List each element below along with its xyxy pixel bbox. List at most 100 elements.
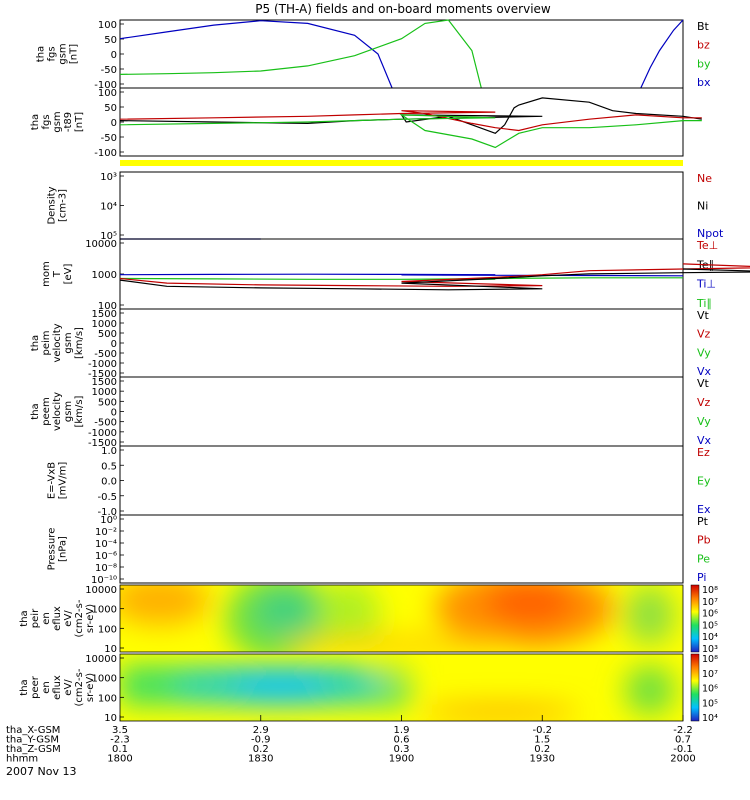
y-tick-label: -1500 [88, 438, 117, 449]
colorbar-tick-label: 10⁴ [702, 713, 718, 724]
colorbar-tick-label: 10⁵ [702, 698, 718, 709]
legend-entry: Vx [697, 434, 712, 447]
electron-colorbar [690, 653, 700, 722]
colorbar-tick-label: 10⁴ [702, 632, 718, 643]
y-axis-label: tha [30, 114, 41, 130]
y-tick-label: 1500 [92, 377, 117, 388]
y-tick-label: 10⁻⁸ [95, 563, 117, 574]
panel-frame [119, 376, 684, 447]
series-line-bx [119, 20, 393, 89]
colorbar-tick-label: 10³ [702, 644, 718, 655]
legend-entry: Ni [697, 200, 708, 213]
legend-entry: Vy [697, 346, 711, 359]
y-axis-label: tha [36, 46, 47, 62]
legend-entry: Ez [697, 446, 710, 459]
series-line-Ti⊥ [119, 273, 684, 277]
y-axis-label: en [41, 612, 52, 625]
y-axis-label: fgs [47, 46, 58, 61]
y-tick-label: 100 [98, 20, 117, 31]
y-tick-label: 100 [98, 624, 117, 635]
y-axis-label: [eV] [63, 264, 74, 285]
y-axis-label: [nT] [74, 112, 85, 132]
y-tick-label: 500 [98, 329, 117, 340]
y-tick-label: 1000 [92, 270, 117, 281]
y-tick-label: 0.0 [101, 477, 117, 488]
y-tick-label: 500 [98, 397, 117, 408]
panel-fgs-gsm: 100 50 0 -50 -100 tha fgs gsm [nT] Bt bz by bx [36, 19, 711, 91]
y-tick-label: 50 [104, 35, 117, 46]
legend-entry: by [697, 57, 711, 70]
colorbar-tick-label: 10⁷ [702, 669, 718, 680]
y-tick-label: 0 [111, 118, 117, 129]
y-axis-label: eV/ [63, 610, 74, 627]
panel-peir-energy-flux: 10000 1000 100 10 tha peir en eflux eV/(cm2-s-sr… [19, 584, 718, 655]
y-axis-label: (cm2-s- [74, 599, 85, 637]
y-tick-label: 100 [98, 301, 117, 312]
y-axis-label: fgs [41, 114, 52, 129]
ephemeris-value: 1830 [248, 754, 273, 765]
y-tick-label: -1000 [88, 359, 117, 370]
plot-title: P5 (TH-A) fields and on-board moments ov… [255, 2, 551, 16]
series-line-bx [640, 19, 684, 89]
legend-entry: Ti∥ [696, 297, 712, 310]
ephemeris-value: 0.6 [394, 735, 410, 746]
y-axis-label: velocity [52, 392, 63, 431]
ephemeris-row-label: tha_Y-GSM [6, 735, 59, 746]
y-tick-label: 10⁻⁴ [95, 539, 117, 550]
y-axis-label: gsm [63, 401, 74, 422]
ephemeris-value: 1800 [107, 754, 132, 765]
y-axis-label: Density [47, 186, 58, 224]
y-axis-label: tha [30, 403, 41, 419]
legend-entry: Vz [697, 328, 711, 341]
ephemeris-value: -0.1 [673, 744, 693, 755]
legend-entry: Pe [697, 552, 710, 565]
y-axis-label: T [52, 270, 63, 278]
y-tick-label: -1.0 [97, 507, 117, 518]
ion-spectrogram [120, 585, 683, 652]
colorbar-tick-label: 10⁶ [702, 684, 718, 695]
y-tick-label: 50 [104, 103, 117, 114]
y-tick-label: -0.5 [97, 492, 117, 503]
panel-frame [119, 584, 684, 653]
y-tick-label: 10⁻⁶ [95, 551, 117, 562]
panel-frame [119, 171, 684, 240]
y-tick-label: 10⁻² [95, 527, 117, 538]
y-tick-label: 100 [98, 693, 117, 704]
y-tick-label: 10000 [85, 239, 117, 250]
electron-spectrogram [120, 654, 683, 721]
y-axis-label: peer [30, 675, 41, 699]
y-tick-label: 0 [111, 408, 117, 419]
y-axis-label: -t89 [63, 112, 74, 132]
y-tick-label: -500 [94, 418, 117, 429]
panel-frame [119, 514, 684, 584]
ephemeris-value: -0.9 [251, 735, 271, 746]
y-tick-label: 0.5 [101, 461, 117, 472]
ephemeris-value: 1.5 [534, 735, 550, 746]
y-axis-label: velocity [52, 323, 63, 362]
y-tick-label: 10⁴ [100, 202, 117, 213]
legend-entry: Ey [697, 475, 711, 488]
ephemeris-value: 0.1 [112, 744, 128, 755]
series-line-Te∥ [119, 268, 750, 291]
y-tick-label: 10000 [85, 585, 117, 596]
ephemeris-value: 1.9 [394, 725, 410, 736]
ephemeris-value: -0.2 [532, 725, 552, 736]
series-line-Ti∥ [119, 277, 683, 280]
y-axis-label: [nT] [69, 44, 80, 64]
y-tick-label: 0 [111, 339, 117, 350]
colorbar-tick-label: 10⁶ [702, 609, 718, 620]
ephemeris-value: 2.9 [253, 725, 269, 736]
series-line-by [119, 19, 482, 89]
y-tick-label: 10000 [85, 654, 117, 665]
ephemeris-value: 3.5 [112, 725, 128, 736]
y-tick-label: 1000 [92, 605, 117, 616]
y-axis-label: en [41, 681, 52, 694]
y-axis-label: [cm-3] [58, 189, 69, 222]
legend-entry: Vx [697, 365, 712, 378]
legend-entry: Ti⊥ [696, 278, 716, 291]
ephemeris-value: 0.2 [534, 744, 550, 755]
y-axis-label: gsm [63, 332, 74, 353]
